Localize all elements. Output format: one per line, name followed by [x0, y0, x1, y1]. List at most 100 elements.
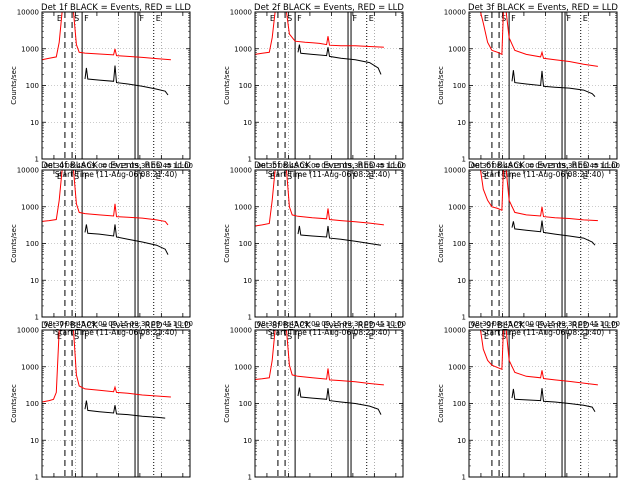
- y-tick-label: 10000: [230, 167, 252, 175]
- x-tick-label: 08:30: [44, 320, 64, 328]
- series-events-line: [297, 44, 382, 75]
- x-tick-label: 08:30: [44, 162, 64, 170]
- y-tick-label: 1: [462, 156, 466, 164]
- y-axis-label: Counts/sec: [437, 224, 445, 263]
- x-tick-label: 10:00: [173, 162, 193, 170]
- x-tick-label: 08:45: [278, 162, 298, 170]
- x-tick-label: 09:00: [87, 162, 107, 170]
- x-tick-label: 09:45: [578, 320, 598, 328]
- x-axis-label: Start Time (11-Aug-06 08:21:40): [268, 170, 390, 179]
- y-tick-label: 10: [457, 119, 466, 127]
- event-marker-label: F: [511, 332, 516, 341]
- panel-det-9: Det 9f BLACK = Events, RED = LLD 1 10 100 10…: [437, 321, 618, 480]
- x-tick-label: 08:45: [65, 320, 85, 328]
- x-tick-label: 09:30: [343, 162, 363, 170]
- series-events-line: [84, 65, 169, 96]
- event-marker-label: E: [369, 172, 374, 181]
- event-marker-label: E: [369, 14, 374, 23]
- y-tick-label: 10000: [17, 327, 39, 335]
- plot-frame: [254, 11, 404, 160]
- series-events-line: [84, 400, 166, 419]
- x-tick-label: 09:45: [364, 162, 384, 170]
- series-lld-line: [469, 11, 598, 67]
- y-tick-label: 10000: [230, 327, 252, 335]
- y-tick-label: 1: [35, 314, 39, 322]
- event-marker-label: E: [156, 14, 161, 23]
- panel-title: Det 5f BLACK = Events, RED = LLD: [254, 161, 404, 171]
- event-marker-label: F: [84, 14, 89, 23]
- event-marker-label: E: [270, 14, 275, 23]
- y-tick-label: 1000: [21, 203, 39, 211]
- y-tick-label: 1000: [21, 45, 39, 53]
- x-tick-label: 09:30: [130, 162, 150, 170]
- x-tick-label: 09:45: [151, 320, 171, 328]
- panel-title: Det 4f BLACK = Events, RED = LLD: [41, 161, 191, 171]
- x-tick-label: 08:45: [278, 320, 298, 328]
- x-axis-label: Start Time (11-Aug-06 08:21:40): [482, 170, 604, 179]
- plot-frame: [254, 329, 404, 478]
- y-tick-label: 1000: [448, 45, 466, 53]
- event-marker-label: S: [287, 332, 292, 341]
- y-tick-label: 100: [26, 400, 39, 408]
- panel-title: Det 1f BLACK = Events, RED = LLD: [41, 3, 191, 13]
- panel-det-3: Det 3f BLACK = Events, RED = LLD 1 10 100 10…: [437, 3, 620, 179]
- event-marker-label: E: [57, 14, 62, 23]
- event-marker-label: E: [156, 332, 161, 341]
- event-marker-label: E: [156, 172, 161, 181]
- series-events-line: [511, 70, 596, 97]
- x-tick-label: 09:15: [321, 320, 341, 328]
- series-events-line: [511, 388, 596, 412]
- event-marker-label: E: [369, 332, 374, 341]
- x-tick-label: 09:15: [108, 320, 128, 328]
- x-tick-label: 09:00: [514, 320, 534, 328]
- series-lld-line: [469, 329, 598, 386]
- y-tick-label: 10000: [230, 9, 252, 17]
- y-tick-label: 10000: [444, 167, 466, 175]
- x-tick-label: 09:30: [557, 162, 577, 170]
- panel-det-4: Det 4f BLACK = Events, RED = LLD 1 10 100 10…: [10, 161, 193, 337]
- event-marker-label: F: [84, 332, 89, 341]
- event-marker-label: F: [567, 332, 572, 341]
- y-tick-label: 10: [243, 277, 252, 285]
- x-tick-label: 10:00: [600, 162, 620, 170]
- series-lld-line: [41, 11, 171, 61]
- x-tick-label: 08:30: [471, 162, 491, 170]
- y-tick-label: 1000: [234, 45, 252, 53]
- x-tick-label: 09:00: [514, 162, 534, 170]
- panel-det-6: Det 6f BLACK = Events, RED = LLD 1 10 100 10…: [437, 161, 620, 337]
- x-tick-label: 09:15: [535, 320, 555, 328]
- plot-frame: [468, 11, 618, 160]
- event-marker-label: F: [567, 14, 572, 23]
- panel-title: Det 9f BLACK = Events, RED = LLD: [468, 321, 618, 331]
- x-tick-label: 09:30: [130, 320, 150, 328]
- x-tick-label: 10:00: [173, 320, 193, 328]
- series-lld-line: [254, 169, 384, 227]
- y-axis-label: Counts/sec: [437, 66, 445, 105]
- plot-frame: [254, 169, 404, 318]
- y-axis-label: Counts/sec: [223, 66, 231, 105]
- y-tick-label: 100: [26, 82, 39, 90]
- y-tick-label: 10: [457, 437, 466, 445]
- event-marker-label: E: [57, 172, 62, 181]
- event-marker-label: E: [270, 332, 275, 341]
- panel-det-2: Det 2f BLACK = Events, RED = LLD 1 10 100 10…: [223, 3, 406, 179]
- event-marker-label: E: [583, 332, 588, 341]
- x-tick-label: 09:15: [108, 162, 128, 170]
- y-tick-label: 1: [462, 474, 466, 480]
- event-marker-label: F: [511, 14, 516, 23]
- x-tick-label: 08:45: [492, 162, 512, 170]
- event-marker-label: S: [287, 14, 292, 23]
- plot-frame: [41, 169, 191, 318]
- x-tick-label: 09:15: [535, 162, 555, 170]
- event-marker-label: S: [74, 14, 79, 23]
- y-tick-label: 1: [35, 156, 39, 164]
- y-tick-label: 1: [462, 314, 466, 322]
- event-marker-label: F: [140, 14, 145, 23]
- event-marker-label: E: [484, 14, 489, 23]
- x-axis-label: Start Time (11-Aug-06 08:21:40): [55, 328, 177, 337]
- y-tick-label: 10: [243, 119, 252, 127]
- series-events-line: [84, 224, 169, 255]
- event-marker-label: F: [297, 332, 302, 341]
- y-tick-label: 10000: [444, 327, 466, 335]
- x-tick-label: 10:00: [386, 162, 406, 170]
